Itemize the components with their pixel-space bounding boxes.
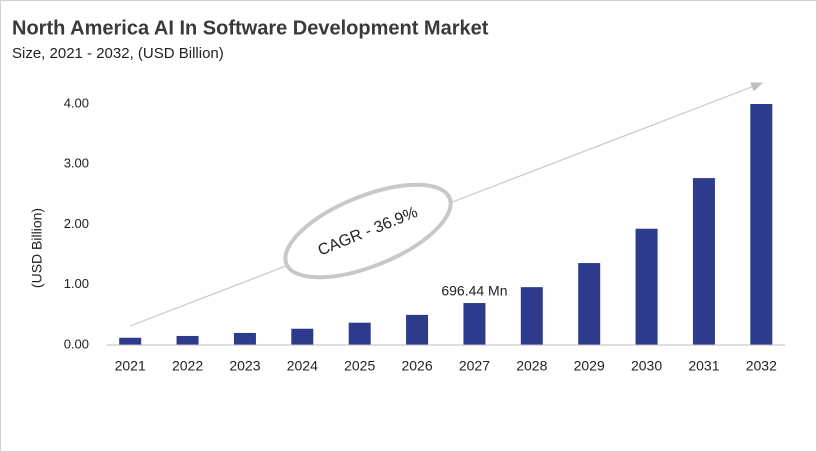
- cagr-ellipse: [283, 182, 453, 280]
- x-tick-label: 2021: [115, 358, 146, 374]
- y-tick-label: 0.00: [64, 336, 89, 351]
- bar: [692, 178, 715, 345]
- bar: [578, 263, 601, 345]
- y-tick-label: 2.00: [64, 216, 89, 231]
- y-tick-label: 3.00: [64, 156, 89, 171]
- y-tick-label: 4.00: [64, 95, 89, 110]
- chart-subtitle: Size, 2021 - 2032, (USD Billion): [12, 45, 224, 62]
- data-label: 696.44 Mn: [441, 283, 507, 299]
- chart-title: North America AI In Software Development…: [12, 17, 489, 39]
- x-tick-label: 2024: [287, 358, 318, 374]
- bar: [463, 303, 486, 345]
- bar: [119, 337, 142, 345]
- x-tick-label: 2025: [344, 358, 375, 374]
- x-tick-label: 2031: [688, 358, 719, 374]
- x-tick-label: 2026: [401, 358, 432, 374]
- x-tick-label: 2022: [172, 358, 203, 374]
- bar: [291, 328, 314, 345]
- x-tick-label: 2028: [516, 358, 547, 374]
- bar: [520, 287, 543, 345]
- bar: [233, 332, 256, 345]
- x-tick-label: 2023: [229, 358, 260, 374]
- bar: [176, 335, 199, 345]
- x-tick-label: 2029: [574, 358, 605, 374]
- bar: [635, 228, 658, 345]
- y-axis-label: (USD Billion): [29, 208, 45, 288]
- x-tick-label: 2032: [746, 358, 777, 374]
- bar: [348, 322, 371, 345]
- bar: [406, 314, 429, 345]
- bar: [750, 104, 773, 345]
- x-tick-label: 2027: [459, 358, 490, 374]
- y-tick-label: 1.00: [64, 276, 89, 291]
- x-tick-label: 2030: [631, 358, 662, 374]
